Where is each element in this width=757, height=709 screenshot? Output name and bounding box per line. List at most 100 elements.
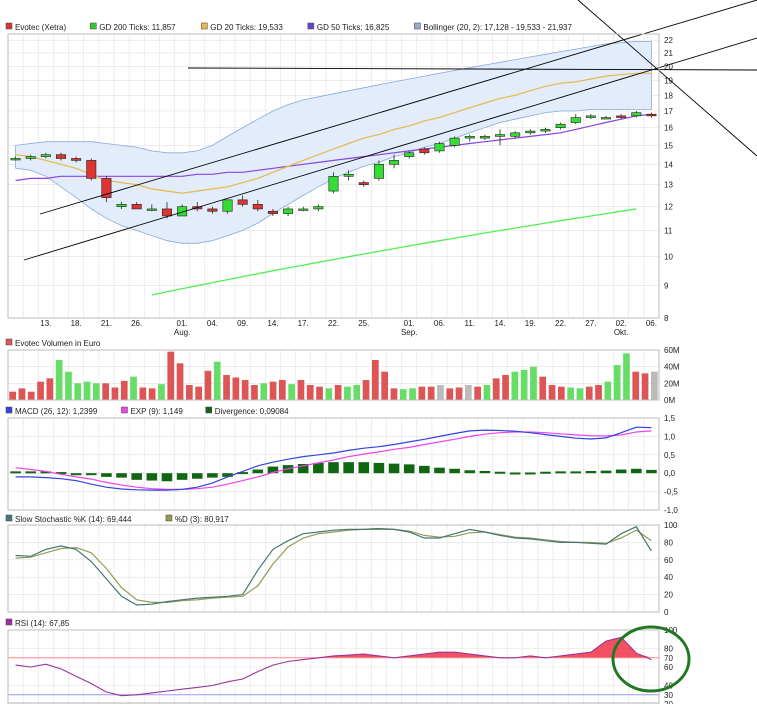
- price-panel-frame: [7, 33, 660, 319]
- divergence-bar: [237, 472, 248, 475]
- divergence-bar: [191, 473, 203, 479]
- macd-line: [15, 426, 652, 491]
- x-tick-label: 22.: [328, 319, 339, 328]
- divergence-bar: [252, 469, 264, 474]
- rsi-tick-label: 60: [664, 663, 673, 672]
- legend-label: Evotec (Xetra): [15, 23, 66, 32]
- volume-bar: [530, 366, 537, 400]
- candle: [449, 137, 460, 146]
- divergence-bar: [540, 471, 551, 474]
- legend-swatch: [414, 22, 421, 30]
- x-tick-label: 11.: [464, 319, 475, 328]
- divergence-bar: [585, 470, 597, 474]
- divergence-bar: [464, 470, 476, 474]
- legend-swatch: [5, 514, 13, 522]
- legend-label: GD 20 Ticks: 19,533: [210, 23, 283, 32]
- candle: [131, 204, 142, 210]
- x-tick-sublabel: Okt.: [614, 328, 629, 337]
- candle: [343, 173, 354, 177]
- volume-bar: [418, 386, 426, 400]
- candle: [298, 208, 309, 211]
- volume-bar: [446, 388, 454, 400]
- divergence-bar: [161, 473, 173, 482]
- volume-bar: [409, 388, 416, 400]
- macd-tick-label: 1,5: [664, 414, 676, 423]
- volume-bar: [651, 371, 658, 400]
- x-tick-label: 19.: [525, 319, 536, 328]
- volume-bar: [102, 383, 109, 400]
- volume-bar: [344, 386, 351, 400]
- divergence-bar: [116, 473, 127, 478]
- x-tick-label: 13.: [40, 319, 51, 328]
- volume-bar: [260, 383, 268, 400]
- divergence-bar: [55, 472, 67, 475]
- rsi-tick-label: 70: [664, 654, 673, 663]
- x-tick-sublabel: Aug.: [174, 328, 190, 337]
- candle: [646, 113, 657, 117]
- volume-bar: [483, 385, 491, 400]
- volume-bar: [474, 386, 481, 400]
- volume-bar: [362, 380, 370, 400]
- candle: [495, 134, 506, 137]
- rsi-tick-label: 30: [664, 691, 673, 700]
- divergence-bar: [419, 465, 430, 474]
- macd-tick-label: -0,5: [664, 488, 678, 497]
- rsi-overbought-area: [15, 637, 652, 658]
- candle: [419, 148, 430, 154]
- candle: [10, 158, 21, 161]
- volume-bar: [492, 378, 500, 400]
- volume-bar: [390, 388, 398, 400]
- volume-bar: [46, 378, 54, 400]
- divergence-bar: [630, 468, 642, 474]
- candle: [328, 176, 339, 192]
- volume-bar: [372, 360, 379, 400]
- candle: [358, 182, 369, 185]
- divergence-bar: [40, 471, 52, 474]
- stoch-tick-label: 0: [664, 608, 669, 617]
- gd200-line: [151, 208, 637, 296]
- rsi-tick-label: 20: [664, 700, 673, 704]
- divergence-bar: [343, 462, 354, 474]
- legend-swatch: [5, 338, 13, 346]
- candle: [389, 160, 400, 165]
- candle: [252, 204, 263, 210]
- candle: [585, 115, 596, 118]
- candle: [464, 136, 475, 139]
- volume-bar: [558, 386, 565, 400]
- divergence-bar: [328, 462, 339, 474]
- price-tick-label: 18: [664, 91, 673, 100]
- stoch-tick-label: 80: [664, 538, 673, 547]
- candle: [540, 129, 551, 132]
- volume-bar: [27, 391, 35, 400]
- x-tick-label: 21.: [101, 319, 112, 328]
- volume-bar: [576, 388, 584, 400]
- x-tick-label: 18.: [71, 319, 82, 328]
- divergence-bar: [267, 466, 279, 474]
- volume-bar: [548, 385, 556, 400]
- volume-bar: [595, 385, 602, 400]
- x-tick-label: 22.: [555, 319, 566, 328]
- divergence-bar: [388, 463, 400, 474]
- x-tick-label: 17.: [298, 319, 309, 328]
- macd-panel-frame: [7, 417, 660, 511]
- volume-bar: [176, 363, 184, 400]
- x-tick-label: 09.: [237, 319, 248, 328]
- volume-bar: [288, 384, 295, 400]
- volume-bar: [148, 388, 156, 400]
- rsi-line: [15, 636, 652, 697]
- volume-bar: [623, 353, 630, 400]
- legend-swatch: [307, 22, 315, 30]
- divergence-bar: [85, 473, 97, 476]
- candle: [373, 164, 384, 179]
- divergence-bar: [570, 471, 582, 474]
- x-tick-label: 06.: [646, 319, 657, 328]
- divergence-bar: [615, 469, 627, 474]
- price-tick-label: 15: [664, 141, 673, 150]
- stoch-tick-label: 60: [664, 556, 673, 565]
- volume-bar: [223, 375, 230, 400]
- volume-bar: [567, 387, 574, 400]
- divergence-bar: [70, 473, 82, 476]
- volume-bar: [455, 387, 463, 400]
- legend-swatch: [165, 514, 173, 522]
